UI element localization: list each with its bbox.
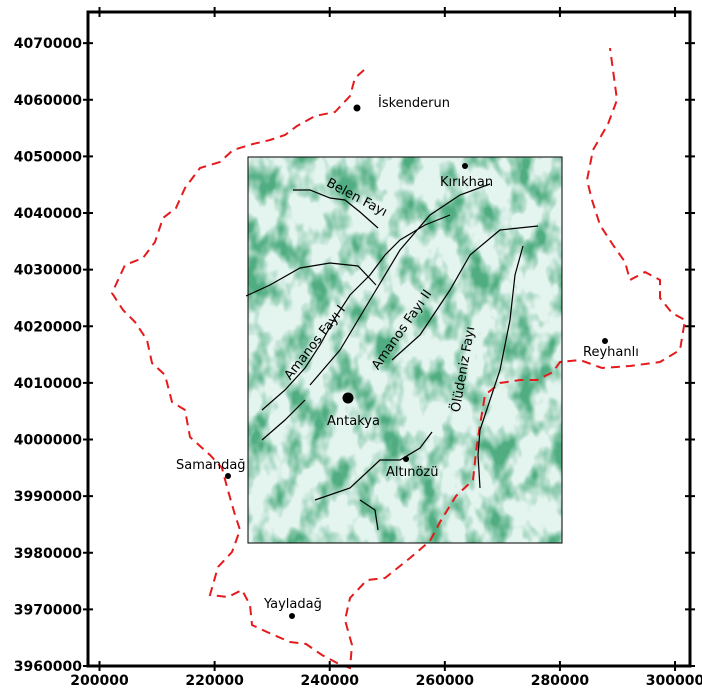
place-label: Antakya <box>327 414 380 429</box>
x-tick-label: 220000 <box>185 673 244 689</box>
place-label: Reyhanlı <box>583 345 639 360</box>
y-tick-label: 4060000 <box>14 93 82 109</box>
place-dot <box>403 456 409 462</box>
place-label: Kırıkhan <box>440 175 493 190</box>
place-label: Samandağ <box>176 458 246 473</box>
y-tick-label: 3980000 <box>14 546 82 562</box>
y-tick-label: 4070000 <box>14 36 82 52</box>
x-tick-label: 200000 <box>70 673 129 689</box>
y-tick-label: 4040000 <box>14 206 82 222</box>
place-dot <box>225 473 231 479</box>
y-tick-label: 4010000 <box>14 376 82 392</box>
y-tick-label: 4050000 <box>14 149 82 165</box>
place-dot <box>354 105 361 112</box>
y-tick-label: 4030000 <box>14 263 82 279</box>
x-tick-label: 300000 <box>646 673 702 689</box>
x-tick-label: 240000 <box>300 673 359 689</box>
place-dot <box>289 613 295 619</box>
place-dot <box>462 163 468 169</box>
place-dot <box>343 393 354 404</box>
x-tick-label: 280000 <box>531 673 590 689</box>
place-label: Yayladağ <box>263 597 322 612</box>
x-tick-label: 260000 <box>416 673 475 689</box>
y-tick-label: 3970000 <box>14 602 82 618</box>
y-tick-label: 4000000 <box>14 433 82 449</box>
y-tick-label: 4020000 <box>14 319 82 335</box>
y-tick-label: 3960000 <box>14 659 82 675</box>
hillshade-relief <box>248 157 562 543</box>
map: 200000 220000 240000 260000 280000 300000 3960… <box>0 0 702 693</box>
hillshade <box>248 157 562 543</box>
place-label: Altınözü <box>386 465 438 480</box>
place-dot <box>602 338 608 344</box>
place-label: İskenderun <box>378 95 450 111</box>
y-tick-label: 3990000 <box>14 489 82 505</box>
